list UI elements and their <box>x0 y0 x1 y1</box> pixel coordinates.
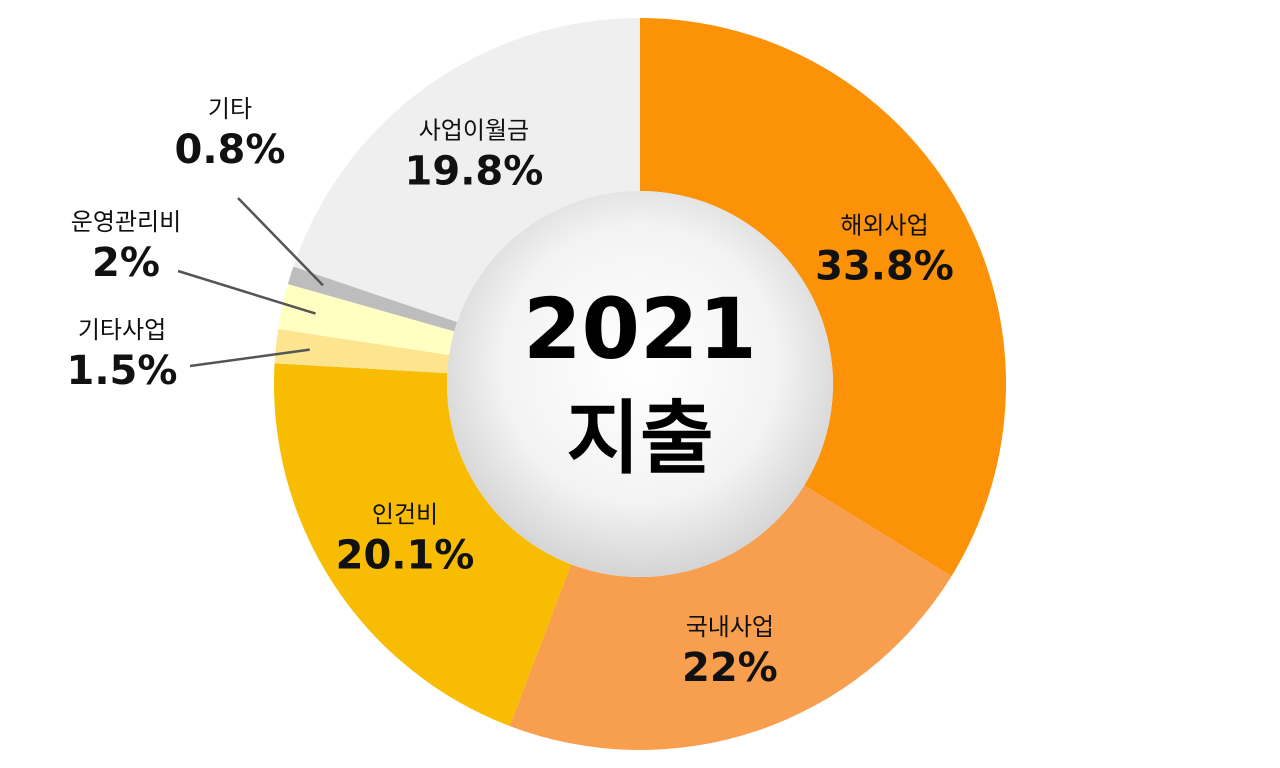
slice-0 <box>640 18 1006 577</box>
slice-value-3: 1.5% <box>67 348 178 394</box>
slice-6 <box>293 18 640 323</box>
slice-value-1: 22% <box>682 645 778 691</box>
slice-value-4: 2% <box>92 240 160 286</box>
leader-line-5 <box>237 197 324 287</box>
slice-value-0: 33.8% <box>815 244 954 290</box>
slice-2 <box>273 363 572 726</box>
slice-1 <box>509 485 952 750</box>
slice-4 <box>278 284 455 356</box>
slice-3 <box>274 329 450 374</box>
slice-5 <box>287 266 458 332</box>
slices-layer <box>273 18 1006 750</box>
leader-line-4 <box>177 269 316 315</box>
slice-label-1: 국내사업 <box>686 613 774 641</box>
slice-label-4: 운영관리비 <box>71 208 181 236</box>
donut-center-hole <box>447 191 833 577</box>
slice-label-2: 인건비 <box>372 500 438 528</box>
slice-label-6: 사업이월금 <box>419 116 529 144</box>
slice-value-2: 20.1% <box>336 532 475 578</box>
leader-line-3 <box>189 348 310 368</box>
center-title: 2021 <box>523 280 757 378</box>
leader-lines <box>177 197 324 368</box>
slice-labels: 해외사업 33.8% 국내사업 22% 인건비 20.1% 기타사업 1.5% 운영관리비 2% 기… <box>67 95 954 691</box>
slice-label-5: 기타 <box>208 95 252 123</box>
slice-label-3: 기타사업 <box>78 316 166 344</box>
slice-value-5: 0.8% <box>175 127 286 173</box>
slice-value-6: 19.8% <box>405 148 544 194</box>
center-subtitle: 지출 <box>566 392 713 485</box>
slice-label-0: 해외사업 <box>840 212 928 240</box>
